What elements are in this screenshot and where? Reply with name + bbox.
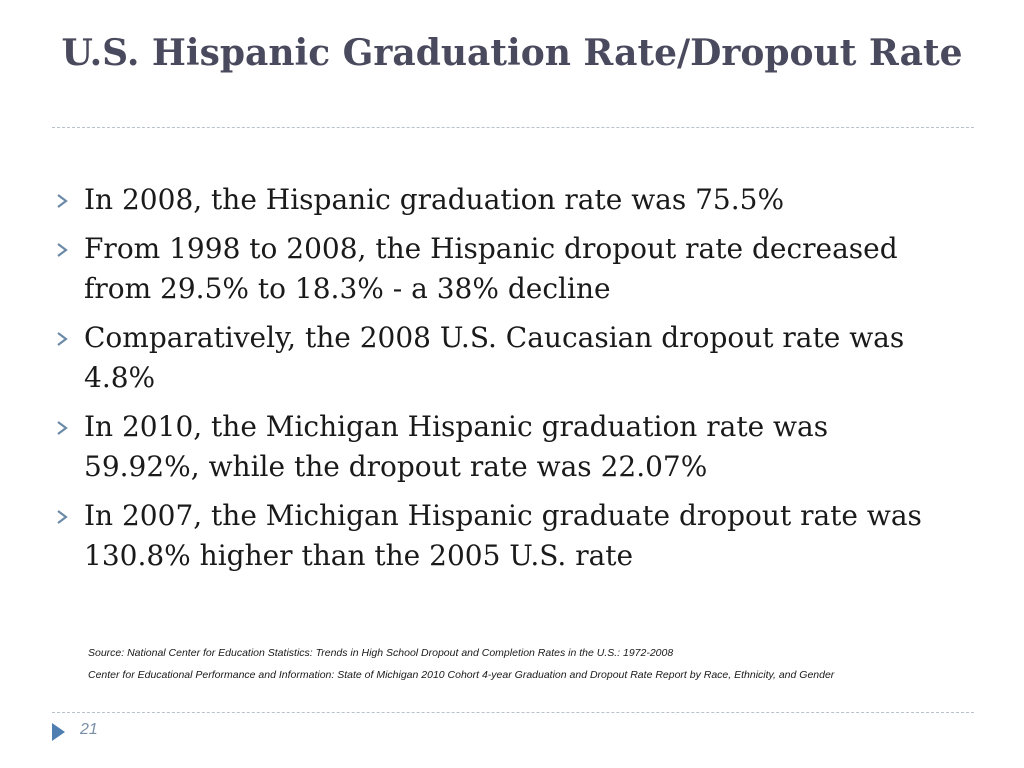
- bullet-item: Comparatively, the 2008 U.S. Caucasian d…: [52, 318, 932, 398]
- bullet-list: In 2008, the Hispanic graduation rate wa…: [52, 180, 932, 585]
- arrowhead-bullet-icon: [57, 421, 68, 435]
- bullet-item: In 2008, the Hispanic graduation rate wa…: [52, 180, 932, 220]
- bullet-text: In 2008, the Hispanic graduation rate wa…: [84, 183, 785, 216]
- arrowhead-bullet-icon: [57, 194, 68, 208]
- bullet-text: From 1998 to 2008, the Hispanic dropout …: [84, 232, 898, 305]
- bullet-item: In 2010, the Michigan Hispanic graduatio…: [52, 407, 932, 487]
- bullet-item: In 2007, the Michigan Hispanic graduate …: [52, 496, 932, 576]
- source-citations: Source: National Center for Education St…: [88, 646, 958, 690]
- arrowhead-bullet-icon: [57, 332, 68, 346]
- page-number: 21: [80, 721, 98, 738]
- bullet-text: In 2010, the Michigan Hispanic graduatio…: [84, 410, 829, 483]
- bullet-text: In 2007, the Michigan Hispanic graduate …: [84, 499, 922, 572]
- slide-title: U.S. Hispanic Graduation Rate/Dropout Ra…: [61, 32, 963, 74]
- title-divider: [52, 127, 974, 128]
- source-citation: Center for Educational Performance and I…: [88, 669, 835, 681]
- bullet-text: Comparatively, the 2008 U.S. Caucasian d…: [84, 321, 905, 394]
- bullet-item: From 1998 to 2008, the Hispanic dropout …: [52, 229, 932, 309]
- triangle-arrow-icon: [52, 723, 65, 741]
- arrowhead-bullet-icon: [57, 510, 68, 524]
- source-citation: Source: National Center for Education St…: [88, 647, 674, 659]
- arrowhead-bullet-icon: [57, 243, 68, 257]
- footer-divider: [52, 712, 974, 713]
